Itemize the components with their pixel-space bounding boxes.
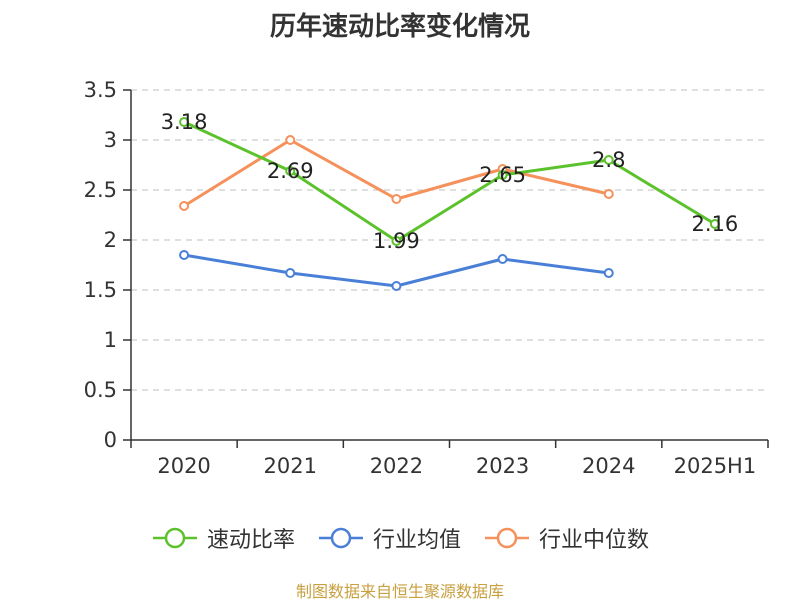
legend-marker-icon [152, 527, 197, 549]
legend-label: 行业均值 [372, 528, 461, 553]
data-label: 2.8 [592, 148, 625, 172]
data-point[interactable] [179, 201, 190, 211]
data-label: 2.16 [692, 212, 739, 236]
legend-item-quick-ratio[interactable]: 速动比率 [151, 522, 295, 554]
data-point[interactable] [285, 166, 296, 176]
grid-lines [131, 89, 768, 391]
legend-item-industry-median[interactable]: 行业中位数 [483, 522, 649, 554]
x-tick-label: 2022 [370, 454, 423, 478]
x-tick-label: 2021 [264, 454, 317, 478]
chart-title: 历年速动比率变化情况 [269, 12, 530, 42]
data-point[interactable] [391, 281, 402, 291]
y-tick-label: 3 [104, 128, 117, 152]
data-point[interactable] [179, 117, 190, 127]
data-point[interactable] [285, 135, 296, 145]
y-tick-label: 3.5 [84, 78, 117, 102]
data-labels: 3.18 2.69 1.99 2.65 2.8 2.16 [161, 110, 739, 253]
legend-marker-icon [485, 527, 529, 549]
y-tick-label: 2 [104, 228, 117, 252]
series-lines [179, 117, 720, 291]
data-point[interactable] [179, 250, 190, 260]
data-label: 2.69 [267, 159, 314, 183]
legend-label: 速动比率 [206, 528, 295, 553]
x-tick-label: 2020 [157, 454, 210, 478]
legend: 速动比率 行业均值 行业中位数 [0, 518, 800, 558]
series-line [183, 120, 716, 243]
data-label: 1.99 [373, 229, 420, 253]
data-point[interactable] [603, 268, 614, 278]
x-tick-label: 2023 [476, 454, 529, 478]
y-tick-label: 0 [104, 428, 117, 452]
data-point[interactable] [497, 254, 508, 264]
data-point[interactable] [391, 236, 402, 246]
data-point[interactable] [709, 219, 720, 229]
data-point[interactable] [285, 268, 296, 278]
y-tick-label: 1.5 [84, 278, 117, 302]
data-point[interactable] [603, 155, 614, 165]
data-point[interactable] [603, 189, 614, 199]
axes: 0 0.5 1 1.5 2 2.5 3 3.5 2020 2021 2022 2023 2024 2025… [84, 78, 769, 478]
legend-label: 行业中位数 [539, 528, 650, 553]
x-tick-label: 2024 [582, 454, 635, 478]
y-tick-label: 2.5 [84, 178, 117, 202]
source-note: 制图数据来自恒生聚源数据库 [295, 582, 504, 601]
data-point[interactable] [497, 170, 508, 180]
y-tick-label: 1 [104, 328, 117, 352]
legend-item-industry-mean[interactable]: 行业均值 [317, 522, 461, 554]
data-label: 3.18 [161, 110, 208, 134]
y-tick-label: 0.5 [84, 378, 117, 402]
data-label: 2.65 [479, 163, 526, 187]
x-tick-label: 2025H1 [674, 454, 757, 478]
data-point[interactable] [391, 194, 402, 204]
legend-marker-icon [318, 527, 363, 549]
